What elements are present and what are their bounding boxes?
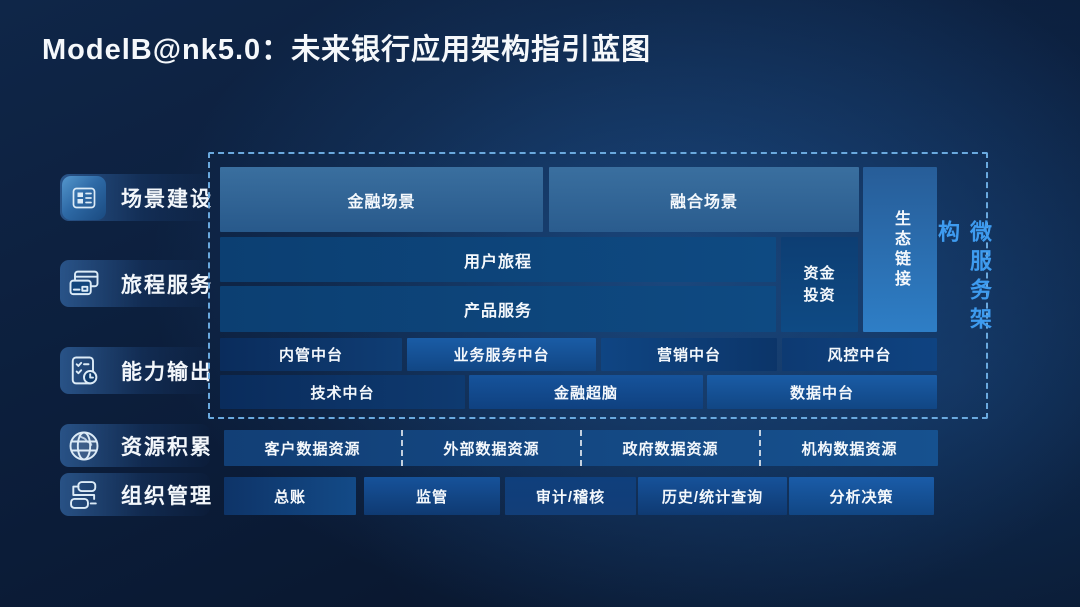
architecture-frame: 金融场景 融合场景 生态链接 用户旅程 产品服务 资金投资 内管中台 业务服务中… (208, 152, 992, 419)
sidebar-item-label: 场景建设 (121, 187, 213, 211)
block-audit: 审计/稽核 (505, 477, 636, 515)
block-financial-scene: 金融场景 (220, 167, 543, 232)
block-internal-mgmt-platform: 内管中台 (220, 338, 402, 371)
sidebar-item-capability-output: 能力输出 (60, 347, 213, 394)
eco-link-label: 生态链接 (892, 209, 909, 290)
sidebar-item-journey-service: 旅程服务 (60, 260, 213, 307)
block-history-statistics-query: 历史/统计查询 (638, 477, 787, 515)
block-fusion-scene: 融合场景 (549, 167, 859, 232)
sidebar-item-label: 资源积累 (121, 435, 213, 459)
block-fund-investment: 资金投资 (781, 237, 858, 332)
sidebar-item-label: 能力输出 (121, 360, 213, 384)
microservice-architecture-label: 微服务架构 (935, 220, 992, 336)
segment-external-data: 外部数据资源 (401, 430, 580, 466)
sidebar-item-label: 旅程服务 (121, 273, 213, 297)
block-product-service: 产品服务 (220, 286, 776, 332)
block-supervision: 监管 (364, 477, 500, 515)
block-technology-platform: 技术中台 (220, 375, 465, 409)
block-analysis-decision: 分析决策 (789, 477, 934, 515)
segment-institution-data: 机构数据资源 (759, 430, 938, 466)
segment-government-data: 政府数据资源 (580, 430, 759, 466)
block-business-service-platform: 业务服务中台 (407, 338, 596, 371)
block-user-journey: 用户旅程 (220, 237, 776, 282)
page-title: ModelB@nk5.0：未来银行应用架构指引蓝图 (42, 34, 652, 66)
block-general-ledger: 总账 (224, 477, 356, 515)
globe-icon (69, 431, 99, 460)
block-financial-superbrain: 金融超脑 (469, 375, 703, 409)
block-risk-control-platform: 风控中台 (782, 338, 937, 371)
org-chart-icon (70, 480, 97, 509)
block-data-platform: 数据中台 (707, 375, 937, 409)
segment-customer-data: 客户数据资源 (264, 440, 361, 458)
layout-grid-icon (72, 187, 96, 208)
checklist-clock-icon (71, 356, 98, 384)
fund-investment-label: 资金投资 (803, 264, 836, 304)
sidebar-item-label: 组织管理 (121, 484, 213, 508)
data-resources-bar: 客户数据资源 外部数据资源 政府数据资源 机构数据资源 (224, 430, 938, 466)
block-marketing-platform: 营销中台 (601, 338, 777, 371)
sidebar-item-organization-management: 组织管理 (60, 473, 213, 516)
cards-icon (69, 270, 99, 295)
block-eco-link: 生态链接 (863, 167, 937, 332)
sidebar-item-scene-construction: 场景建设 (60, 174, 213, 221)
sidebar-item-resource-accumulation: 资源积累 (60, 424, 213, 467)
